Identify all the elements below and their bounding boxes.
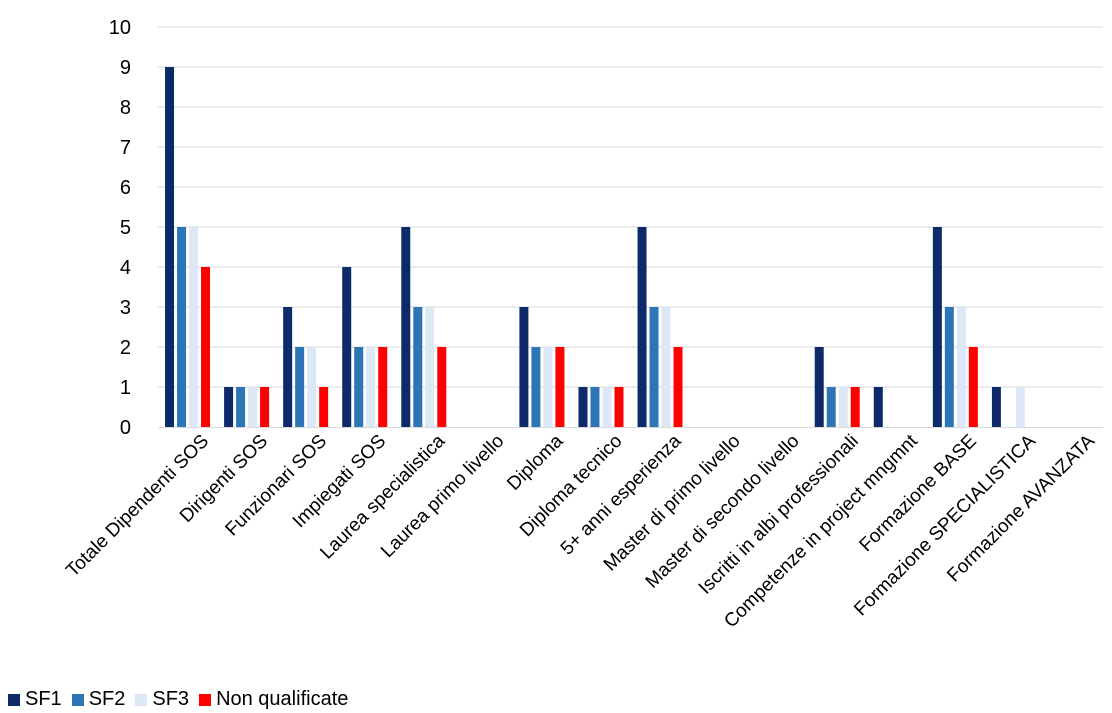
bar-sf1 — [165, 67, 175, 427]
y-tick-label: 0 — [120, 417, 131, 439]
bar-sf3 — [248, 387, 258, 427]
bar-sf3 — [838, 387, 848, 427]
bar-non-qualificate — [850, 387, 860, 427]
bar-sf2 — [531, 347, 541, 427]
legend-swatch — [71, 693, 84, 706]
bar-sf3 — [602, 387, 612, 427]
y-tick-label: 2 — [120, 337, 131, 359]
x-category-label: Diploma tecnico — [516, 431, 626, 541]
y-tick-label: 3 — [120, 297, 131, 319]
legend-item: SF3 — [135, 688, 189, 711]
legend-swatch — [135, 693, 148, 706]
bar-sf2 — [590, 387, 600, 427]
bar-sf2 — [236, 387, 246, 427]
y-tick-label: 5 — [120, 217, 131, 239]
bar-sf2 — [177, 227, 187, 427]
bar-sf2 — [295, 347, 305, 427]
bar-non-qualificate — [260, 387, 270, 427]
y-tick-label: 4 — [120, 257, 131, 279]
legend: SF1 SF2 SF3 Non qualificate — [8, 688, 358, 711]
y-axis-tick-labels: 0 1 2 3 4 5 6 7 8 9 10 — [109, 17, 131, 439]
bar-non-qualificate — [673, 347, 683, 427]
bar-sf3 — [661, 307, 671, 427]
bar-sf3 — [1015, 387, 1025, 427]
bar-sf1 — [401, 227, 411, 427]
bar-sf3 — [366, 347, 376, 427]
legend-item: Non qualificate — [199, 688, 348, 711]
x-category-label: Funzionari SOS — [222, 431, 332, 541]
bar-sf3 — [189, 227, 199, 427]
bar-sf2 — [944, 307, 954, 427]
bar-sf1 — [519, 307, 529, 427]
legend-swatch — [8, 693, 20, 706]
bar-non-qualificate — [555, 347, 565, 427]
legend-item: SF1 — [8, 688, 62, 711]
y-tick-label: 7 — [120, 137, 131, 159]
bar-sf3 — [307, 347, 317, 427]
bar-sf3 — [425, 307, 435, 427]
y-tick-label: 9 — [120, 57, 131, 79]
bar-sf3 — [543, 347, 553, 427]
bar-sf3 — [956, 307, 966, 427]
bar-sf1 — [814, 347, 824, 427]
bar-non-qualificate — [319, 387, 329, 427]
bar-sf2 — [354, 347, 364, 427]
bar-sf1 — [991, 387, 1001, 427]
bars — [165, 67, 1025, 427]
legend-label: SF1 — [25, 688, 62, 710]
bar-non-qualificate — [614, 387, 624, 427]
y-tick-label: 1 — [120, 377, 131, 399]
legend-label: SF2 — [88, 688, 126, 710]
bar-non-qualificate — [201, 267, 211, 427]
y-tick-label: 8 — [120, 97, 131, 119]
bar-sf1 — [932, 227, 942, 427]
bar-sf1 — [578, 387, 588, 427]
bar-sf2 — [826, 387, 836, 427]
bar-sf1 — [637, 227, 647, 427]
legend-label: Non qualificate — [216, 688, 349, 710]
bar-sf1 — [224, 387, 234, 427]
bar-non-qualificate — [968, 347, 978, 427]
bar-non-qualificate — [378, 347, 388, 427]
legend-label: SF3 — [152, 688, 190, 710]
bar-sf1 — [873, 387, 883, 427]
bar-sf2 — [649, 307, 659, 427]
bar-sf1 — [283, 307, 293, 427]
y-tick-label: 10 — [109, 17, 131, 39]
legend-item: SF2 — [71, 688, 126, 711]
legend-swatch — [199, 693, 212, 706]
bar-sf1 — [342, 267, 352, 427]
bar-non-qualificate — [437, 347, 447, 427]
bar-sf2 — [413, 307, 423, 427]
y-tick-label: 6 — [120, 177, 131, 199]
